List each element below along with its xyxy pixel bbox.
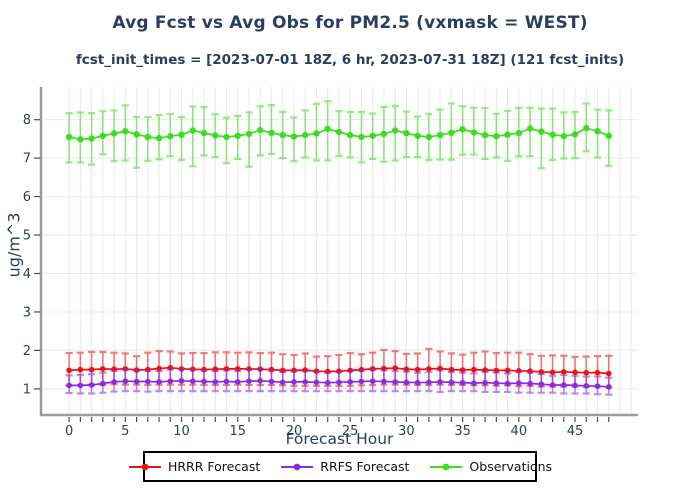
legend-label: RRFS Forecast — [320, 459, 410, 474]
svg-text:5: 5 — [121, 424, 129, 439]
svg-text:10: 10 — [173, 424, 190, 439]
svg-text:0: 0 — [65, 424, 73, 439]
legend-item-hrrr-forecast: HRRR Forecast — [128, 459, 260, 474]
legend-item-observations: Observations — [429, 459, 552, 474]
legend-label: Observations — [469, 459, 553, 474]
y-axis-label: ug/m^3 — [4, 212, 24, 278]
svg-text:5: 5 — [23, 229, 31, 244]
rrfs-line-dot-icon — [281, 463, 314, 470]
x-axis-label: Forecast Hour — [285, 430, 394, 448]
svg-text:15: 15 — [229, 424, 246, 439]
chart-title: Avg Fcst vs Avg Obs for PM2.5 (vxmask = … — [112, 13, 588, 33]
svg-text:20: 20 — [286, 424, 303, 439]
svg-text:7: 7 — [23, 152, 31, 167]
svg-text:30: 30 — [398, 424, 415, 439]
svg-text:40: 40 — [511, 424, 528, 439]
svg-text:2: 2 — [23, 344, 31, 359]
svg-text:35: 35 — [454, 424, 471, 439]
legend-item-rrfs-forecast: RRFS Forecast — [280, 459, 409, 474]
hrrr-line-dot-icon — [128, 463, 161, 470]
legend-label: HRRR Forecast — [167, 459, 261, 474]
legend: HRRR Forecast RRFS Forecast Observations — [128, 451, 552, 482]
observations-line-dot-icon — [430, 463, 463, 470]
svg-text:1: 1 — [23, 382, 31, 397]
svg-text:8: 8 — [23, 113, 31, 128]
svg-text:4: 4 — [23, 267, 31, 282]
svg-text:45: 45 — [567, 424, 584, 439]
svg-text:3: 3 — [23, 305, 31, 320]
chart-subtitle: fcst_init_times = [2023-07-01 18Z, 6 hr,… — [75, 52, 625, 68]
svg-text:25: 25 — [342, 424, 359, 439]
svg-text:6: 6 — [23, 190, 31, 205]
